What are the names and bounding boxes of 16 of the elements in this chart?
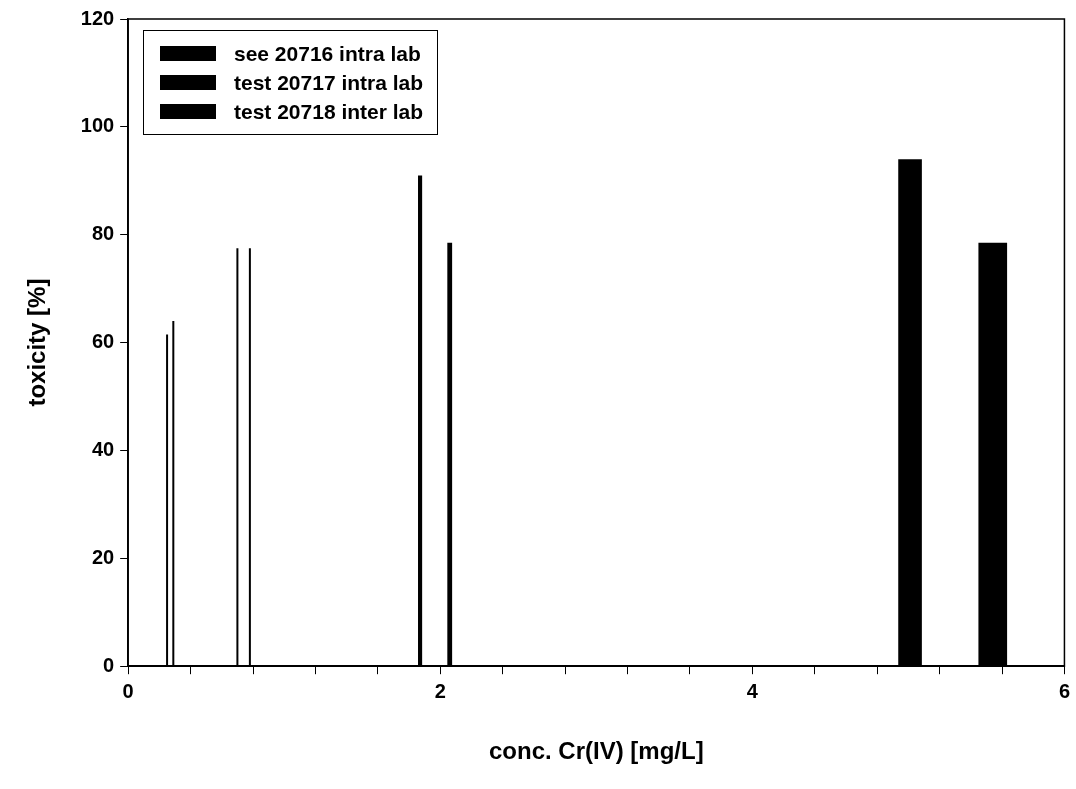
x-tick-label: 0 <box>122 679 134 702</box>
y-tick-label: 40 <box>91 437 115 460</box>
x-tick-label: 4 <box>746 679 759 702</box>
y-tick-label: 0 <box>103 653 115 676</box>
y-tick-label: 80 <box>91 222 115 245</box>
y-tick-label: 60 <box>91 330 115 353</box>
y-axis-title: toxicity [%] <box>23 278 51 407</box>
legend-label: test 20718 inter lab <box>234 99 424 125</box>
y-tick-label: 20 <box>91 545 115 568</box>
legend-label: see 20716 intra lab <box>234 41 421 67</box>
x-tick-label: 6 <box>1058 679 1070 702</box>
y-tick-label: 120 <box>80 6 115 29</box>
x-axis-title: conc. Cr(IV) [mg/L] <box>488 737 704 765</box>
legend-label: test 20717 intra lab <box>234 70 424 96</box>
y-tick-label: 100 <box>80 114 115 137</box>
x-tick-label: 2 <box>434 679 446 702</box>
